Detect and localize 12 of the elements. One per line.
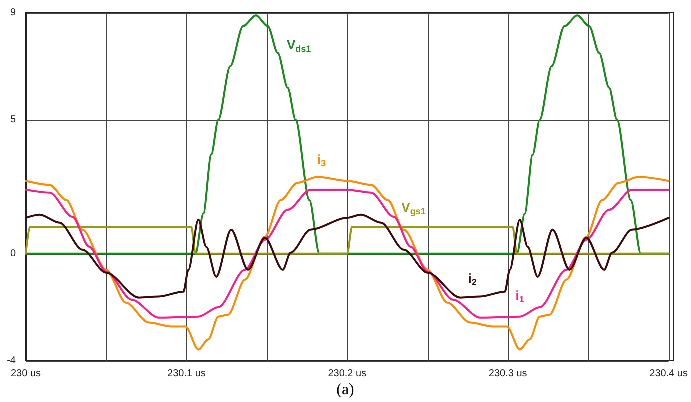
y-tick-label: 0: [10, 248, 16, 260]
x-tick-label: 230.4 us: [650, 368, 688, 380]
text: (a): [336, 382, 354, 398]
x-tick-label: 230 us: [10, 368, 42, 380]
y-tick-label: -4: [7, 356, 16, 366]
line-series: [25, 188, 670, 319]
line-series: [25, 176, 670, 351]
x-tick-label: 230.3 us: [488, 368, 528, 380]
x-tick-label: 230.2 us: [328, 368, 367, 380]
x-tick-label: 230.1 us: [168, 368, 206, 380]
y-tick-label: 9: [10, 8, 16, 18]
y-tick-label: 5: [10, 114, 16, 126]
